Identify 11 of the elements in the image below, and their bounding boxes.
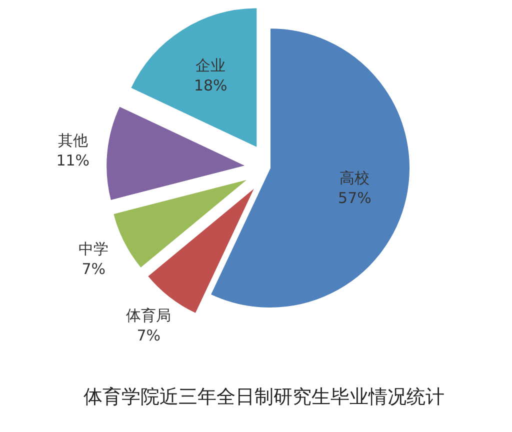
data-label: 57% bbox=[338, 188, 372, 207]
slice-label: 体育局 bbox=[126, 306, 172, 324]
data-label: 11% bbox=[56, 151, 90, 170]
slice-label: 企业 bbox=[196, 56, 226, 74]
data-label: 7% bbox=[82, 260, 106, 278]
slice-label: 其他 bbox=[58, 131, 88, 150]
slice-label: 高校 bbox=[340, 168, 370, 187]
data-label: 7% bbox=[136, 326, 161, 344]
text: 体育学院近三年全日制研究生毕业情况统计 bbox=[84, 386, 444, 408]
slice-label: 中学 bbox=[78, 240, 109, 258]
data-label: 18% bbox=[194, 76, 228, 94]
